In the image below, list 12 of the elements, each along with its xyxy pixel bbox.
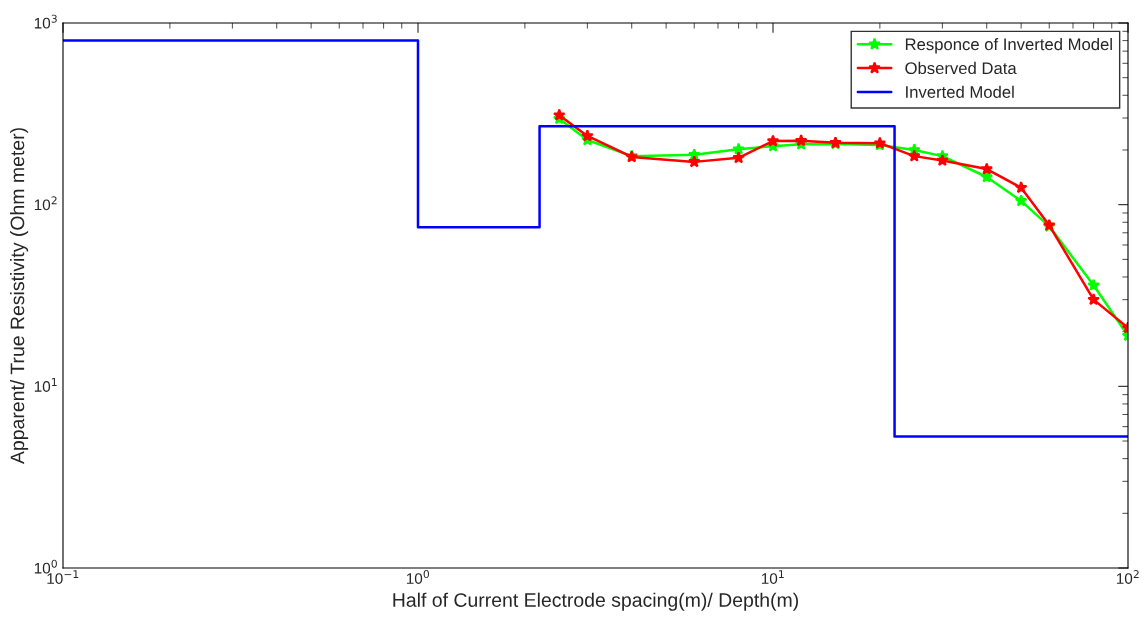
legend-label: Responce of Inverted Model — [905, 38, 1112, 54]
y-axis-title: Apparent/ True Resistivity (Ohm meter) — [10, 128, 29, 465]
x-tick-label: 10$^{1}$ — [761, 570, 784, 584]
y-tick-label: 10$^{2}$ — [34, 196, 57, 211]
legend-label: Observed Data — [905, 61, 1017, 75]
y-tick-label: 10$^{3}$ — [34, 14, 57, 29]
y-tick-label: 10$^{1}$ — [34, 378, 57, 392]
legend-label: Inverted Model — [906, 85, 1014, 98]
x-tick-label: 10$^{2}$ — [1116, 570, 1139, 584]
x-tick-label: 10$^{0}$ — [406, 570, 430, 584]
x-axis-title: Half of Current Electrode spacing(m)/ Depth(m) — [393, 592, 798, 611]
y-tick-label: 10$^{0}$ — [34, 559, 57, 574]
